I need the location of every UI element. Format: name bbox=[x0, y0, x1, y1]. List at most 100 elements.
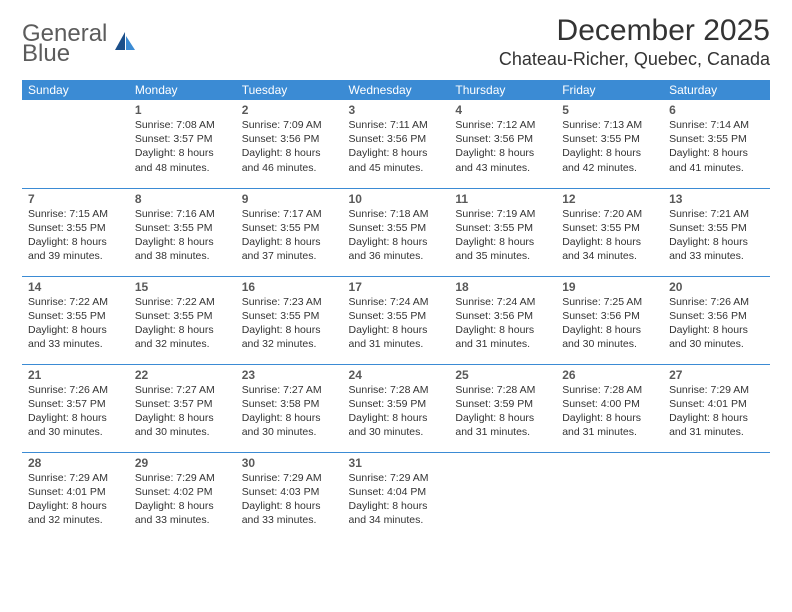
day-info-line: Daylight: 8 hours bbox=[242, 323, 337, 337]
day-info-line: and 32 minutes. bbox=[135, 337, 230, 351]
calendar-week-row: 21Sunrise: 7:26 AMSunset: 3:57 PMDayligh… bbox=[22, 364, 770, 452]
calendar-cell: 5Sunrise: 7:13 AMSunset: 3:55 PMDaylight… bbox=[556, 100, 663, 188]
day-info-line: Daylight: 8 hours bbox=[242, 499, 337, 513]
day-info-line: and 32 minutes. bbox=[242, 337, 337, 351]
calendar-cell: 2Sunrise: 7:09 AMSunset: 3:56 PMDaylight… bbox=[236, 100, 343, 188]
day-info-line: Daylight: 8 hours bbox=[349, 146, 444, 160]
day-number: 13 bbox=[669, 192, 764, 206]
calendar-cell: 13Sunrise: 7:21 AMSunset: 3:55 PMDayligh… bbox=[663, 188, 770, 276]
day-info-line: Daylight: 8 hours bbox=[562, 146, 657, 160]
calendar-cell bbox=[663, 452, 770, 540]
day-number: 4 bbox=[455, 103, 550, 117]
day-info-line: and 45 minutes. bbox=[349, 161, 444, 175]
day-info-line: Sunrise: 7:23 AM bbox=[242, 295, 337, 309]
day-info-line: Sunrise: 7:08 AM bbox=[135, 118, 230, 132]
day-info-line: Sunrise: 7:27 AM bbox=[242, 383, 337, 397]
day-info-line: and 31 minutes. bbox=[349, 337, 444, 351]
day-info-line: Sunset: 3:59 PM bbox=[455, 397, 550, 411]
day-info-line: Daylight: 8 hours bbox=[562, 323, 657, 337]
day-info-line: and 34 minutes. bbox=[562, 249, 657, 263]
day-info-line: and 42 minutes. bbox=[562, 161, 657, 175]
day-info-line: Sunrise: 7:25 AM bbox=[562, 295, 657, 309]
day-info-line: Sunset: 3:55 PM bbox=[562, 132, 657, 146]
calendar-week-row: 7Sunrise: 7:15 AMSunset: 3:55 PMDaylight… bbox=[22, 188, 770, 276]
day-info-line: Sunset: 4:04 PM bbox=[349, 485, 444, 499]
day-info-line: Sunset: 4:01 PM bbox=[669, 397, 764, 411]
day-info-line: Sunrise: 7:14 AM bbox=[669, 118, 764, 132]
day-info-line: Daylight: 8 hours bbox=[242, 146, 337, 160]
day-header: Sunday bbox=[22, 80, 129, 100]
day-info-line: Daylight: 8 hours bbox=[562, 235, 657, 249]
day-number: 10 bbox=[349, 192, 444, 206]
day-info-line: Sunset: 3:55 PM bbox=[669, 132, 764, 146]
day-info-line: Sunrise: 7:12 AM bbox=[455, 118, 550, 132]
calendar-cell: 11Sunrise: 7:19 AMSunset: 3:55 PMDayligh… bbox=[449, 188, 556, 276]
calendar-cell: 18Sunrise: 7:24 AMSunset: 3:56 PMDayligh… bbox=[449, 276, 556, 364]
location-label: Chateau-Richer, Quebec, Canada bbox=[499, 49, 770, 70]
calendar-cell bbox=[22, 100, 129, 188]
calendar-cell: 1Sunrise: 7:08 AMSunset: 3:57 PMDaylight… bbox=[129, 100, 236, 188]
day-info-line: Daylight: 8 hours bbox=[135, 323, 230, 337]
day-number: 22 bbox=[135, 368, 230, 382]
day-info-line: Sunrise: 7:20 AM bbox=[562, 207, 657, 221]
day-number: 2 bbox=[242, 103, 337, 117]
day-info-line: Daylight: 8 hours bbox=[28, 323, 123, 337]
day-info-line: Sunset: 3:57 PM bbox=[135, 397, 230, 411]
calendar-table: SundayMondayTuesdayWednesdayThursdayFrid… bbox=[22, 80, 770, 540]
calendar-cell: 25Sunrise: 7:28 AMSunset: 3:59 PMDayligh… bbox=[449, 364, 556, 452]
day-info-line: and 38 minutes. bbox=[135, 249, 230, 263]
day-info-line: and 31 minutes. bbox=[562, 425, 657, 439]
day-info-line: Sunrise: 7:28 AM bbox=[349, 383, 444, 397]
calendar-cell: 4Sunrise: 7:12 AMSunset: 3:56 PMDaylight… bbox=[449, 100, 556, 188]
day-header: Friday bbox=[556, 80, 663, 100]
day-info-line: and 30 minutes. bbox=[242, 425, 337, 439]
day-info-line: Sunset: 3:55 PM bbox=[242, 309, 337, 323]
page-title: December 2025 bbox=[499, 14, 770, 47]
day-number: 6 bbox=[669, 103, 764, 117]
day-info-line: Daylight: 8 hours bbox=[455, 235, 550, 249]
day-number: 31 bbox=[349, 456, 444, 470]
day-info-line: Sunrise: 7:22 AM bbox=[28, 295, 123, 309]
sail-icon bbox=[111, 28, 139, 61]
calendar-cell: 31Sunrise: 7:29 AMSunset: 4:04 PMDayligh… bbox=[343, 452, 450, 540]
calendar-cell: 29Sunrise: 7:29 AMSunset: 4:02 PMDayligh… bbox=[129, 452, 236, 540]
day-info-line: Daylight: 8 hours bbox=[455, 146, 550, 160]
day-number: 23 bbox=[242, 368, 337, 382]
day-info-line: and 35 minutes. bbox=[455, 249, 550, 263]
day-info-line: Sunrise: 7:26 AM bbox=[28, 383, 123, 397]
day-info-line: Sunset: 3:56 PM bbox=[455, 132, 550, 146]
day-info-line: Sunset: 4:02 PM bbox=[135, 485, 230, 499]
day-info-line: and 39 minutes. bbox=[28, 249, 123, 263]
day-info-line: Sunset: 3:55 PM bbox=[135, 309, 230, 323]
day-info-line: Sunrise: 7:22 AM bbox=[135, 295, 230, 309]
day-info-line: Sunrise: 7:27 AM bbox=[135, 383, 230, 397]
day-info-line: Sunrise: 7:29 AM bbox=[349, 471, 444, 485]
calendar-page: General Blue December 2025 Chateau-Riche… bbox=[0, 0, 792, 554]
day-info-line: Sunset: 3:56 PM bbox=[349, 132, 444, 146]
day-number: 30 bbox=[242, 456, 337, 470]
calendar-cell: 20Sunrise: 7:26 AMSunset: 3:56 PMDayligh… bbox=[663, 276, 770, 364]
day-info-line: Sunset: 3:57 PM bbox=[135, 132, 230, 146]
calendar-cell bbox=[449, 452, 556, 540]
day-info-line: Daylight: 8 hours bbox=[28, 235, 123, 249]
day-info-line: Sunset: 3:59 PM bbox=[349, 397, 444, 411]
day-info-line: and 46 minutes. bbox=[242, 161, 337, 175]
day-number: 7 bbox=[28, 192, 123, 206]
day-info-line: Sunset: 3:55 PM bbox=[242, 221, 337, 235]
calendar-cell bbox=[556, 452, 663, 540]
calendar-cell: 19Sunrise: 7:25 AMSunset: 3:56 PMDayligh… bbox=[556, 276, 663, 364]
day-info-line: Sunset: 3:56 PM bbox=[455, 309, 550, 323]
day-info-line: Daylight: 8 hours bbox=[669, 411, 764, 425]
calendar-cell: 16Sunrise: 7:23 AMSunset: 3:55 PMDayligh… bbox=[236, 276, 343, 364]
day-info-line: Daylight: 8 hours bbox=[455, 411, 550, 425]
day-info-line: and 30 minutes. bbox=[669, 337, 764, 351]
calendar-cell: 28Sunrise: 7:29 AMSunset: 4:01 PMDayligh… bbox=[22, 452, 129, 540]
day-number: 27 bbox=[669, 368, 764, 382]
calendar-cell: 15Sunrise: 7:22 AMSunset: 3:55 PMDayligh… bbox=[129, 276, 236, 364]
calendar-cell: 9Sunrise: 7:17 AMSunset: 3:55 PMDaylight… bbox=[236, 188, 343, 276]
day-info-line: Sunrise: 7:13 AM bbox=[562, 118, 657, 132]
day-info-line: Daylight: 8 hours bbox=[135, 235, 230, 249]
day-info-line: Sunset: 3:56 PM bbox=[562, 309, 657, 323]
day-info-line: Daylight: 8 hours bbox=[28, 411, 123, 425]
logo-text-block: General Blue bbox=[22, 22, 107, 66]
